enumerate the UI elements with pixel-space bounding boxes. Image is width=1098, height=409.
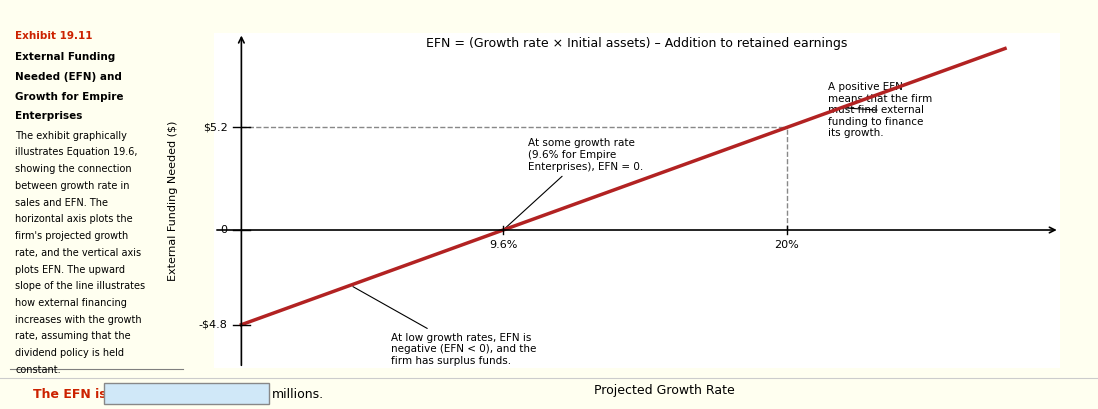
- Text: The exhibit graphically: The exhibit graphically: [15, 131, 127, 141]
- Text: External Funding: External Funding: [15, 52, 115, 63]
- Text: Enterprises: Enterprises: [15, 111, 82, 121]
- Text: dividend policy is held: dividend policy is held: [15, 348, 124, 358]
- Text: Needed (EFN) and: Needed (EFN) and: [15, 72, 122, 82]
- Text: At low growth rates, EFN is
negative (EFN < 0), and the
firm has surplus funds.: At low growth rates, EFN is negative (EF…: [352, 287, 537, 366]
- Text: plots EFN. The upward: plots EFN. The upward: [15, 265, 125, 274]
- Text: sales and EFN. The: sales and EFN. The: [15, 198, 109, 208]
- Text: horizontal axis plots the: horizontal axis plots the: [15, 214, 133, 225]
- Text: firm's projected growth: firm's projected growth: [15, 231, 128, 241]
- Text: slope of the line illustrates: slope of the line illustrates: [15, 281, 146, 291]
- Text: between growth rate in: between growth rate in: [15, 181, 130, 191]
- Text: showing the connection: showing the connection: [15, 164, 132, 174]
- Text: how external financing: how external financing: [15, 298, 127, 308]
- Text: -$4.8: -$4.8: [199, 320, 227, 330]
- Text: EFN = (Growth rate × Initial assets) – Addition to retained earnings: EFN = (Growth rate × Initial assets) – A…: [426, 37, 848, 49]
- Text: Projected Growth Rate: Projected Growth Rate: [594, 384, 735, 397]
- Text: Exhibit 19.11: Exhibit 19.11: [15, 31, 93, 41]
- Text: A positive EFN
means that the firm
must find external
funding to finance
its gro: A positive EFN means that the firm must …: [828, 82, 932, 138]
- Text: $5.2: $5.2: [203, 122, 227, 133]
- Text: increases with the growth: increases with the growth: [15, 315, 142, 325]
- Text: 9.6%: 9.6%: [489, 240, 517, 250]
- Text: millions.: millions.: [272, 388, 324, 401]
- Text: illustrates Equation 19.6,: illustrates Equation 19.6,: [15, 148, 138, 157]
- Text: rate, and the vertical axis: rate, and the vertical axis: [15, 248, 142, 258]
- Text: constant.: constant.: [15, 365, 61, 375]
- Text: At some growth rate
(9.6% for Empire
Enterprises), EFN = 0.: At some growth rate (9.6% for Empire Ent…: [505, 138, 643, 228]
- Text: External Funding Needed ($): External Funding Needed ($): [168, 120, 178, 281]
- FancyBboxPatch shape: [104, 383, 269, 404]
- Text: 0: 0: [221, 225, 227, 235]
- Text: 20%: 20%: [774, 240, 799, 250]
- Text: The EFN is $: The EFN is $: [33, 388, 120, 401]
- Text: rate, assuming that the: rate, assuming that the: [15, 331, 131, 342]
- Text: Growth for Empire: Growth for Empire: [15, 92, 124, 101]
